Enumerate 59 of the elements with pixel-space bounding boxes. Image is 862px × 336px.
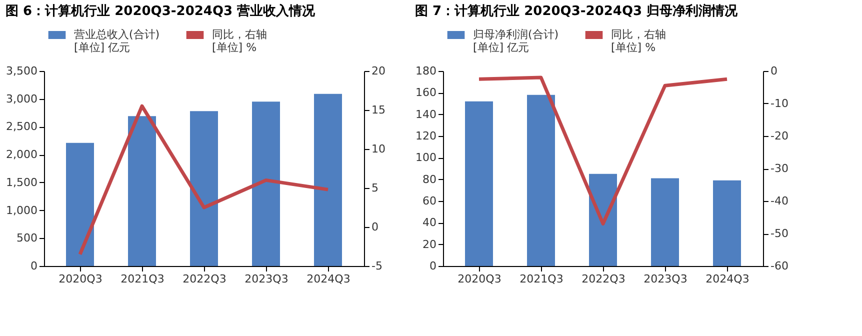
x-tick-label: 2020Q3 bbox=[458, 272, 502, 286]
chart-title: 图 6：计算机行业 2020Q3-2024Q3 营业收入情况 bbox=[6, 3, 316, 19]
x-tick-label: 2022Q3 bbox=[582, 272, 626, 286]
y2-tick-label: -60 bbox=[770, 260, 788, 272]
y2-tick-label: 10 bbox=[372, 142, 386, 156]
y-tick-label: 100 bbox=[416, 151, 436, 164]
y-tick-label: 1,000 bbox=[6, 204, 38, 217]
y2-tick-label: -50 bbox=[770, 227, 788, 240]
bar bbox=[252, 102, 280, 266]
y2-tick-label: 20 bbox=[372, 64, 386, 78]
x-tick-label: 2021Q3 bbox=[520, 272, 564, 286]
bar bbox=[527, 94, 555, 266]
y-tick-label: 0 bbox=[430, 260, 436, 272]
y-tick-label: 60 bbox=[422, 194, 436, 208]
legend-label: 归母净利润(合计) [单位] 亿元 bbox=[473, 28, 559, 54]
y2-tick-label: 5 bbox=[372, 182, 378, 194]
bar bbox=[190, 111, 218, 266]
bar bbox=[651, 178, 679, 266]
y-tick-label: 1,500 bbox=[6, 176, 38, 189]
legend-label: 营业总收入(合计) [单位] 亿元 bbox=[74, 28, 160, 54]
y-tick-label: 2,000 bbox=[6, 148, 38, 162]
bar bbox=[314, 94, 342, 266]
y2-tick-label: 0 bbox=[372, 220, 378, 234]
line-series bbox=[78, 104, 330, 256]
y2-tick-label: -30 bbox=[770, 162, 788, 175]
x-tick-label: 2024Q3 bbox=[706, 272, 750, 286]
bar bbox=[465, 101, 493, 266]
x-tick-label: 2022Q3 bbox=[182, 272, 226, 286]
y-tick-label: 40 bbox=[422, 216, 436, 230]
y-tick-label: 20 bbox=[422, 238, 436, 251]
x-tick-label: 2024Q3 bbox=[306, 272, 350, 286]
bar bbox=[128, 116, 156, 266]
y-tick-label: 3,000 bbox=[6, 92, 38, 106]
bar bbox=[589, 174, 617, 266]
y-tick-label: 120 bbox=[416, 130, 436, 142]
y-tick-label: 180 bbox=[416, 64, 436, 78]
legend-label: 同比，右轴 [单位] % bbox=[611, 28, 666, 54]
x-tick-label: 2023Q3 bbox=[244, 272, 288, 286]
y-tick-label: 160 bbox=[416, 86, 436, 100]
y2-tick-label: 15 bbox=[372, 104, 386, 116]
line-series bbox=[477, 76, 729, 226]
y-tick-label: 0 bbox=[30, 260, 38, 272]
legend-label: 同比，右轴 [单位] % bbox=[212, 28, 267, 54]
x-tick-label: 2021Q3 bbox=[120, 272, 164, 286]
x-tick-label: 2023Q3 bbox=[644, 272, 688, 286]
bar bbox=[713, 180, 741, 266]
y-tick-label: 3,500 bbox=[6, 64, 38, 78]
y-tick-label: 2,500 bbox=[6, 120, 38, 134]
y2-tick-label: -20 bbox=[770, 130, 788, 142]
y2-tick-label: -40 bbox=[770, 194, 788, 208]
y2-tick-label: -10 bbox=[770, 97, 788, 110]
x-tick-label: 2020Q3 bbox=[58, 272, 102, 286]
y2-tick-label: 0 bbox=[770, 64, 778, 78]
bar bbox=[66, 142, 94, 266]
y-tick-label: 140 bbox=[416, 108, 436, 121]
y2-tick-label: -5 bbox=[372, 260, 382, 272]
y-tick-label: 500 bbox=[16, 232, 38, 245]
chart-title: 图 7：计算机行业 2020Q3-2024Q3 归母净利润情况 bbox=[415, 3, 739, 19]
y-tick-label: 80 bbox=[422, 172, 436, 186]
